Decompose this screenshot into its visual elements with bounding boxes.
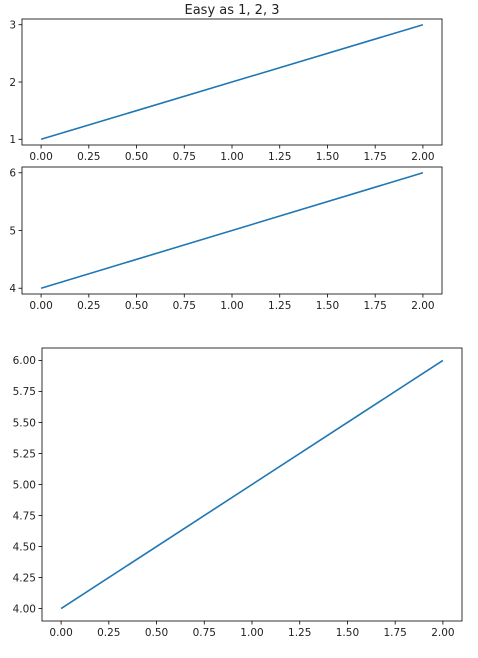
x-tick-label: 0.00	[29, 300, 52, 312]
chart-2: 0.00 0.25 0.50 0.75 1.00 1.25 1.50 1.75 2.00 4 5 6	[9, 166, 443, 312]
x-tick-label: 1.25	[288, 627, 311, 639]
x-tick-label: 1.75	[363, 151, 386, 163]
chart-title: Easy as 1, 2, 3	[185, 3, 280, 18]
y-tick-label: 4.00	[13, 603, 36, 615]
chart-1: 0.00 0.25 0.50 0.75 1.00 1.25 1.50 1.75 2.00 1 2 3 E…	[9, 3, 443, 163]
x-tick-label: 0.75	[173, 151, 196, 163]
x-tick-label: 1.25	[268, 300, 291, 312]
x-tick-label: 2.00	[431, 627, 454, 639]
x-tick-label: 1.50	[316, 151, 339, 163]
y-tick-label: 6	[9, 168, 16, 180]
x-tick-label: 1.50	[316, 300, 339, 312]
y-tick-label: 5.75	[13, 386, 36, 398]
x-tick-label: 2.00	[411, 151, 434, 163]
y-tick-label: 5.25	[13, 448, 36, 460]
x-tick-label: 0.50	[125, 151, 148, 163]
y-tick-label: 3	[9, 20, 16, 32]
x-tick-label: 0.75	[173, 300, 196, 312]
x-tick-label: 0.25	[97, 627, 120, 639]
x-tick-label: 0.50	[145, 627, 168, 639]
y-tick-label: 4.25	[13, 572, 36, 584]
x-tick-label: 1.75	[363, 300, 386, 312]
y-tick-label: 1	[9, 134, 16, 146]
y-tick-label: 5.50	[13, 417, 36, 429]
x-tick-label: 1.75	[383, 627, 406, 639]
chart-3: 0.00 0.25 0.50 0.75 1.00 1.25 1.50 1.75 2.00 4.00…	[13, 347, 463, 639]
y-tick-label: 4	[9, 283, 16, 295]
x-tick-label: 0.75	[193, 627, 216, 639]
x-tick-label: 1.50	[336, 627, 359, 639]
x-tick-label: 2.00	[411, 300, 434, 312]
x-tick-label: 0.25	[77, 300, 100, 312]
y-tick-label: 4.50	[13, 541, 36, 553]
x-tick-label: 1.25	[268, 151, 291, 163]
x-tick-label: 1.00	[220, 151, 243, 163]
y-tick-label: 2	[9, 77, 16, 89]
x-tick-label: 1.00	[220, 300, 243, 312]
x-tick-label: 0.00	[49, 627, 72, 639]
y-tick-label: 5	[9, 225, 16, 237]
x-tick-label: 0.00	[29, 151, 52, 163]
x-tick-label: 0.25	[77, 151, 100, 163]
x-tick-label: 1.00	[240, 627, 263, 639]
series-line	[40, 23, 424, 141]
y-tick-label: 5.00	[13, 479, 36, 491]
series-line	[60, 359, 444, 610]
x-tick-label: 0.50	[125, 300, 148, 312]
y-tick-label: 6.00	[13, 355, 36, 367]
series-line	[40, 172, 424, 289]
y-tick-label: 4.75	[13, 510, 36, 522]
